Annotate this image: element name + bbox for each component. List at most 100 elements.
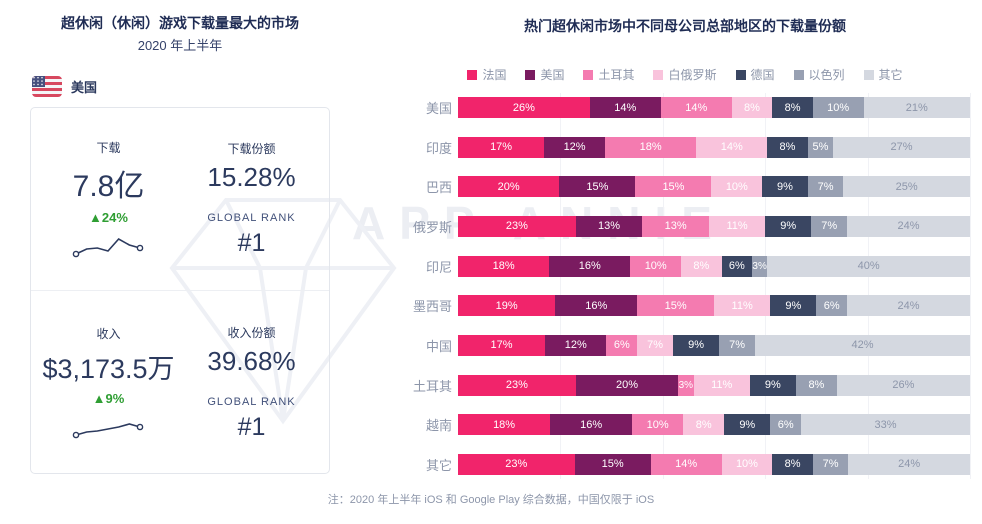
bar-segment-value: 27% <box>890 141 913 154</box>
download-share-value: 15.28% <box>207 162 296 193</box>
bar-segment-value: 7% <box>647 339 664 352</box>
bar-segment-value: 7% <box>821 220 838 233</box>
download-change: ▲24% <box>89 209 128 225</box>
legend-label: 德国 <box>750 68 775 82</box>
bar-segment-value: 21% <box>905 101 928 114</box>
bar-segment: 9% <box>770 295 817 317</box>
bar-segment-value: 6% <box>777 418 794 431</box>
chart-legend: 法国 美国 土耳其 白俄罗斯 德国 以色列 其它 <box>400 66 970 83</box>
bar-track: 17% 12% 6% 7% 9% 7% 42% <box>458 334 971 356</box>
bar-track: 17% 12% 18% 14% 8% 5% 27% <box>458 136 970 158</box>
left-subtitle: 2020 年上半年 <box>137 38 223 54</box>
country-label: 美国 <box>71 80 98 96</box>
bar-segment-value: 23% <box>505 458 528 471</box>
chart-row: 印度 17% 12% 18% 14% 8% 5% 27% <box>400 136 970 158</box>
legend-item: 法国 <box>467 66 506 83</box>
legend-swatch <box>525 69 536 80</box>
global-rank-label: GLOBAL RANK <box>207 212 296 225</box>
row-label: 印度 <box>425 140 452 156</box>
bar-segment-value: 5% <box>812 141 829 154</box>
row-label: 其它 <box>425 457 452 473</box>
bar-segment-value: 13% <box>664 220 687 233</box>
bar-segment-value: 20% <box>615 379 638 392</box>
bar-segment-value: 24% <box>898 458 921 471</box>
bar-segment-value: 8% <box>784 458 801 471</box>
bar-segment-value: 10% <box>827 101 850 114</box>
legend-swatch <box>653 69 664 80</box>
gridline <box>765 93 767 479</box>
legend-label: 其它 <box>878 68 903 82</box>
bar-segment: 15% <box>635 176 712 198</box>
legend-swatch <box>467 69 478 80</box>
bar-segment-value: 9% <box>780 220 797 233</box>
bar-segment: 15% <box>559 176 636 198</box>
bar-segment-value: 3% <box>678 379 694 391</box>
bar-segment-value: 10% <box>644 260 667 273</box>
bar-segment: 18% <box>458 414 551 436</box>
bar-segment-value: 9% <box>777 180 793 193</box>
bar-segment: 6% <box>770 414 802 436</box>
bar-segment-value: 17% <box>490 141 513 154</box>
bar-segment-value: 19% <box>495 299 518 312</box>
legend-swatch <box>735 69 746 80</box>
bar-segment-value: 8% <box>695 418 712 431</box>
download-share-stat: 下载份额 15.28% GLOBAL RANK #1 <box>180 122 323 276</box>
bar-segment: 20% <box>458 176 560 198</box>
bar-segment: 8% <box>681 255 722 277</box>
bar-segment-value: 24% <box>897 220 920 233</box>
bar-segment-value: 12% <box>564 339 587 352</box>
bar-segment-value: 33% <box>874 418 897 431</box>
bar-segment-value: 8% <box>779 141 796 154</box>
chart-title: 热门超休闲市场中不同母公司总部地区的下载量份额 <box>524 18 846 34</box>
bar-segment: 23% <box>458 453 575 475</box>
revenue-value: $3,173.5万 <box>42 353 175 384</box>
bar-segment: 20% <box>575 374 679 396</box>
legend-item: 美国 <box>525 66 564 83</box>
bar-segment: 27% <box>833 136 970 158</box>
revenue-sparkline <box>72 422 143 438</box>
row-label: 俄罗斯 <box>412 219 452 235</box>
chart-row: 美国 26% 14% 14% 8% 8% 10% 21% <box>400 97 970 118</box>
global-rank-label: GLOBAL RANK <box>207 395 296 408</box>
bar-segment: 11% <box>708 215 766 237</box>
bar-segment-value: 6% <box>823 299 840 312</box>
bar-segment: 23% <box>458 374 576 396</box>
bar-segment-value: 18% <box>493 418 516 431</box>
bar-segment: 15% <box>637 295 714 317</box>
country-header: 美国 <box>32 76 330 98</box>
chart-row: 印尼 18% 16% 10% 8% 6% 3% 40% <box>400 255 970 277</box>
bar-segment-value: 9% <box>739 418 756 431</box>
bar-segment: 18% <box>605 136 697 158</box>
bar-segment-value: 18% <box>639 141 662 154</box>
bar-segment-value: 9% <box>688 339 705 352</box>
bar-segment: 8% <box>795 374 837 396</box>
bar-segment-value: 10% <box>646 418 669 431</box>
revenue-share-value: 39.68% <box>207 345 296 376</box>
legend-label: 美国 <box>540 68 565 82</box>
bar-segment-value: 9% <box>785 299 802 312</box>
bar-segment: 9% <box>762 176 808 198</box>
bar-segment: 26% <box>836 374 970 396</box>
bar-segment-value: 3% <box>752 260 767 272</box>
bar-segment: 7% <box>807 176 844 198</box>
legend-item: 德国 <box>735 66 775 83</box>
chart-row: 巴西 20% 15% 15% 10% 9% 7% 25% <box>400 176 971 198</box>
stacked-bar-chart: 美国 26% 14% 14% 8% 8% 10% 21% 印度 17% 12% 18% 14% 8% 5% 2… <box>400 93 971 479</box>
bar-segment: 17% <box>458 334 546 356</box>
gridline <box>662 93 664 479</box>
bar-segment-value: 12% <box>563 141 586 154</box>
footnote: 注：2020 年上半年 iOS 和 Google Play 综合数据，中国仅限于… <box>327 494 655 506</box>
bar-segment: 3% <box>752 255 768 277</box>
bar-segment: 10% <box>630 255 682 277</box>
bar-segment-value: 42% <box>851 339 874 352</box>
bar-segment-value: 10% <box>725 180 748 193</box>
row-label: 土耳其 <box>412 378 452 394</box>
chart-row: 越南 18% 16% 10% 8% 9% 6% 33% <box>400 414 970 436</box>
bar-segment-value: 8% <box>784 101 801 114</box>
bar-segment: 9% <box>724 414 771 436</box>
bar-segment-value: 23% <box>505 379 528 392</box>
row-label: 巴西 <box>425 180 452 196</box>
bar-segment-value: 15% <box>664 299 687 312</box>
bar-segment-value: 8% <box>808 379 825 392</box>
legend-swatch <box>793 69 804 80</box>
